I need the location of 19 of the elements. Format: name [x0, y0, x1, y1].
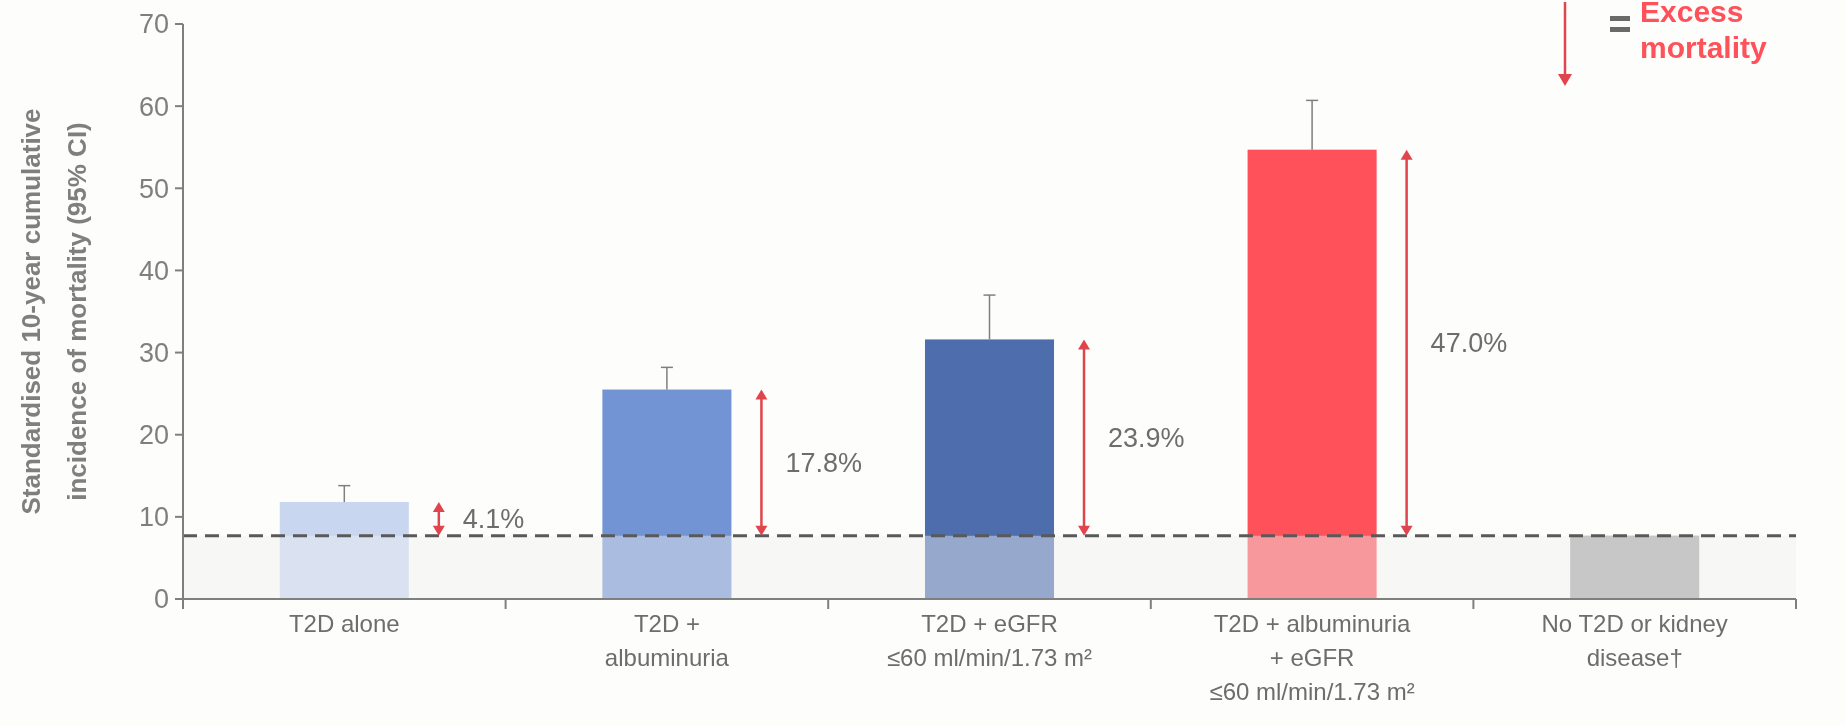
x-tick-label: T2D + albuminuria: [604, 610, 730, 671]
y-tick-label: 50: [138, 173, 169, 204]
annotation: 47.0%: [1430, 328, 1508, 359]
y-tick-label: 40: [138, 255, 169, 286]
annotation: 4.1%: [462, 504, 525, 535]
annotation: 23.9%: [1108, 423, 1185, 454]
y-tick-label: 20: [138, 420, 169, 451]
y-tick-label: 10: [138, 502, 169, 533]
x-tick-label: T2D alone: [288, 610, 400, 637]
annotation: Excess mortality: [1640, 0, 1768, 64]
y-tick-label: 0: [153, 584, 169, 615]
x-tick-label: No T2D or kidney disease†: [1541, 610, 1728, 671]
y-tick-label: 30: [138, 338, 169, 369]
x-tick-label: T2D + eGFR ≤60 ml/min/1.73 m²: [886, 610, 1093, 671]
y-axis-title: Standardised 10-year cumulative incidence of mortality (95% CI): [16, 108, 92, 515]
y-tick-label: 70: [138, 9, 169, 40]
x-tick-label: T2D + albuminuria + eGFR ≤60 ml/min/1.73 m²: [1209, 610, 1415, 705]
y-tick-label: 60: [138, 91, 169, 122]
annotation: 17.8%: [785, 448, 862, 479]
